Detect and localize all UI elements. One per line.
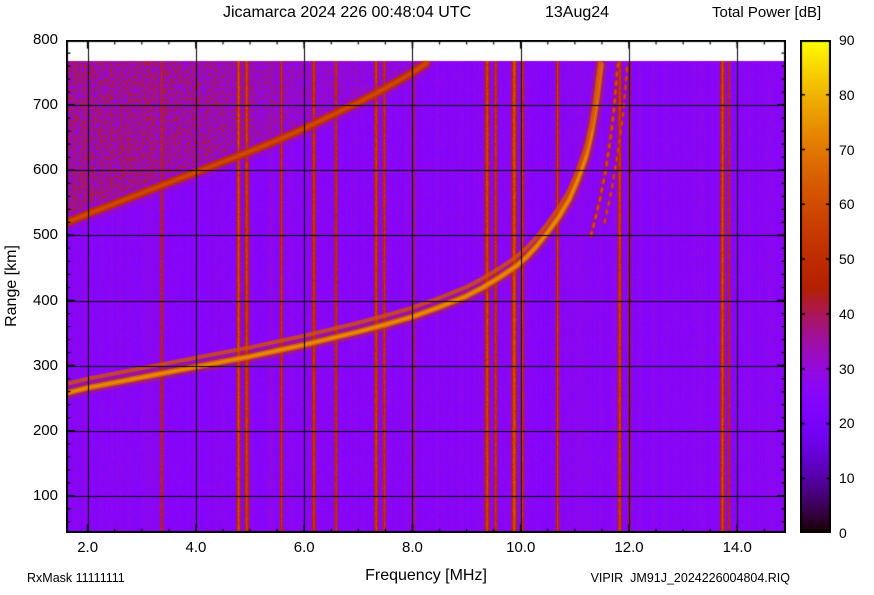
colorbar-tick-label: 70	[839, 141, 855, 158]
colorbar	[800, 40, 831, 533]
y-tick-label: 300	[32, 356, 58, 374]
colorbar-tick-label: 0	[839, 525, 847, 541]
colorbar-title: Total Power [dB]	[712, 4, 822, 21]
rxmask-label: RxMask 11111111	[27, 571, 125, 585]
x-tick-label: 10.0	[506, 539, 536, 556]
ionogram-heatmap	[66, 40, 786, 533]
colorbar-tick-label: 80	[839, 86, 855, 103]
x-tick-label: 4.0	[185, 539, 207, 556]
y-tick-label: 200	[32, 421, 58, 439]
colorbar-tick-label: 20	[839, 415, 855, 432]
x-tick-label: 14.0	[722, 539, 752, 556]
y-tick-label: 600	[32, 161, 58, 179]
y-tick-label: 700	[32, 96, 58, 114]
chart-title: Jicamarca 2024 226 00:48:04 UTC	[223, 4, 472, 21]
y-tick-label: 500	[32, 226, 58, 244]
colorbar-tick-label: 50	[839, 251, 855, 268]
colorbar-tick-label: 90	[839, 32, 855, 48]
y-tick-label: 100	[32, 486, 58, 504]
y-tick-label: 800	[32, 31, 58, 48]
x-axis-label: Frequency [MHz]	[365, 567, 487, 584]
x-tick-label: 8.0	[402, 539, 423, 556]
colorbar-tick-label: 30	[839, 360, 855, 377]
chart-date: 13Aug24	[545, 4, 610, 21]
y-axis-label: Range [km]	[3, 245, 20, 327]
colorbar-tick-label: 40	[839, 305, 855, 322]
file-name-label: VIPIR JM91J_2024226004804.RIQ	[590, 571, 790, 585]
y-tick-label: 400	[32, 291, 58, 309]
x-tick-label: 6.0	[293, 539, 315, 556]
x-tick-label: 2.0	[77, 539, 99, 556]
colorbar-tick-label: 60	[839, 196, 855, 213]
colorbar-tick-label: 10	[839, 470, 855, 487]
x-tick-label: 12.0	[614, 539, 644, 556]
